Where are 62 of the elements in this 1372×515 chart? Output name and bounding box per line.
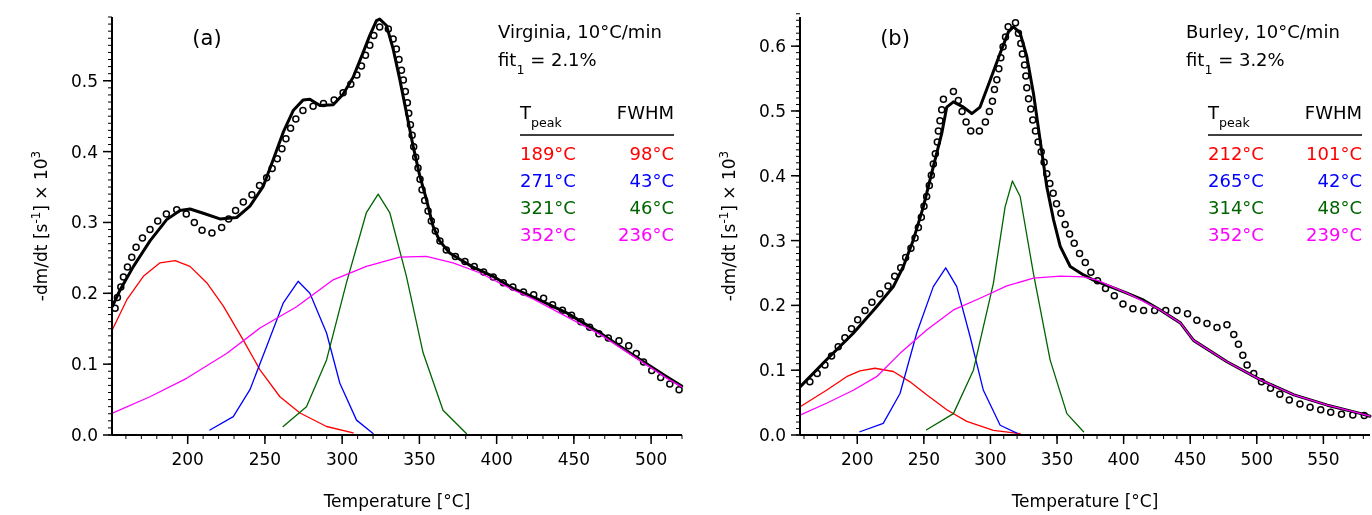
- line-series: [859, 267, 1018, 434]
- x-tick-label: 200: [171, 449, 204, 469]
- annotation: T$_{peak}$: [519, 102, 563, 130]
- annotation: T$_{peak}$: [1207, 102, 1251, 130]
- annotation: 352°C: [520, 224, 576, 245]
- line-series: [799, 367, 1021, 435]
- annotation: fit$_{1}$ = 3.2%: [1186, 49, 1285, 77]
- annotation: FWHM: [1304, 102, 1362, 123]
- y-tick-label: 0.4: [758, 165, 786, 186]
- line-series: [111, 260, 354, 434]
- annotation: 271°C: [520, 170, 576, 191]
- chart-title: Virginia, 10°C/min: [498, 21, 662, 42]
- x-tick-label: 300: [325, 449, 359, 469]
- annotation: 265°C: [1208, 170, 1264, 191]
- x-tick-label: 200: [841, 449, 874, 469]
- y-tick-label: 0.2: [758, 295, 786, 316]
- annotation: 212°C: [1208, 143, 1264, 164]
- y-tick-label: 0.5: [758, 100, 786, 121]
- y-tick-label: 0.0: [70, 425, 98, 445]
- x-tick-label: 250: [907, 449, 941, 469]
- line-series: [926, 180, 1085, 433]
- annotation: 352°C: [1208, 224, 1264, 245]
- annotation: (a): [192, 26, 222, 50]
- x-tick-label: 350: [403, 449, 436, 469]
- x-tick-label: 500: [634, 449, 668, 469]
- annotation: (b): [880, 26, 910, 50]
- x-tick-label: 300: [974, 449, 1007, 469]
- x-tick-label: 400: [1107, 449, 1140, 469]
- annotation: 314°C: [1208, 197, 1264, 218]
- annotation: 321°C: [520, 197, 576, 218]
- x-tick-label: 500: [1240, 449, 1274, 469]
- y-tick-label: 0.3: [70, 212, 98, 233]
- x-tick-label: 450: [1173, 449, 1207, 469]
- line-series: [282, 193, 468, 435]
- y-tick-label: 0.6: [758, 36, 786, 57]
- x-tick-label: 350: [1040, 449, 1074, 469]
- annotation: 42°C: [1317, 170, 1362, 191]
- annotation: 46°C: [629, 197, 674, 218]
- annotation: 189°C: [520, 143, 576, 164]
- annotation: 48°C: [1317, 197, 1362, 218]
- y-tick-label: 0.2: [70, 283, 98, 304]
- x-tick-label: 400: [480, 449, 513, 469]
- x-axis-title: Temperature [°C]: [322, 491, 471, 511]
- x-tick-label: 250: [248, 449, 282, 469]
- annotation: 101°C: [1306, 143, 1362, 164]
- chart-title: Burley, 10°C/min: [1186, 21, 1340, 42]
- y-tick-label: 0.0: [758, 425, 786, 445]
- annotation: 43°C: [629, 170, 674, 191]
- y-tick-label: 0.3: [758, 230, 786, 251]
- x-tick-label: 550: [1307, 449, 1340, 469]
- annotation: 236°C: [618, 224, 674, 245]
- x-tick-label: 450: [557, 449, 591, 469]
- x-axis-title: Temperature [°C]: [1010, 491, 1159, 511]
- line-series: [209, 280, 374, 435]
- y-tick-label: 0.1: [758, 360, 786, 381]
- y-tick-label: 0.1: [70, 354, 98, 375]
- y-tick-label: 0.4: [70, 141, 98, 162]
- annotation: 98°C: [629, 143, 674, 164]
- y-tick-label: 0.5: [70, 70, 98, 91]
- annotation: 239°C: [1306, 224, 1362, 245]
- annotation: fit$_{1}$ = 2.1%: [498, 49, 597, 77]
- annotation: FWHM: [616, 102, 674, 123]
